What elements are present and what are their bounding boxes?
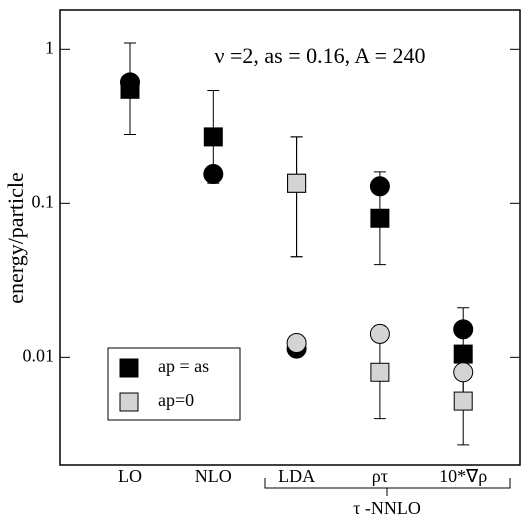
annotation: ν =2, as = 0.16, A = 240: [215, 43, 426, 68]
circle-marker: [453, 319, 474, 340]
y-tick-label: 0.1: [32, 191, 55, 211]
y-tick-label: 1: [45, 37, 54, 57]
circle-marker: [203, 164, 224, 185]
legend-label: ap = as: [158, 356, 209, 376]
circle-marker: [369, 323, 390, 344]
group-bracket: [264, 478, 511, 496]
x-tick-label: LO: [118, 466, 142, 486]
legend-label: ap=0: [158, 390, 194, 410]
circle-marker: [120, 72, 140, 93]
circle-marker: [369, 176, 390, 197]
square-marker: [453, 391, 473, 411]
circle-marker: [286, 332, 307, 353]
y-tick-label: 0.01: [23, 345, 55, 365]
square-marker: [370, 362, 390, 382]
circle-marker: [453, 362, 474, 383]
square-marker: [287, 173, 307, 193]
x-tick-label: LDA: [278, 466, 315, 486]
legend-marker: [119, 358, 139, 378]
group-label: τ -NNLO: [353, 498, 421, 518]
square-marker: [203, 127, 223, 147]
square-marker: [370, 208, 390, 228]
plot-frame: [59, 9, 521, 466]
legend-marker: [119, 392, 139, 412]
x-tick-label: 10*∇ρ: [439, 466, 487, 486]
error-bar: [290, 136, 303, 258]
x-tick-label: NLO: [195, 466, 232, 486]
y-axis-label: energy/particle: [3, 172, 28, 304]
x-tick-label: ρτ: [372, 466, 388, 486]
